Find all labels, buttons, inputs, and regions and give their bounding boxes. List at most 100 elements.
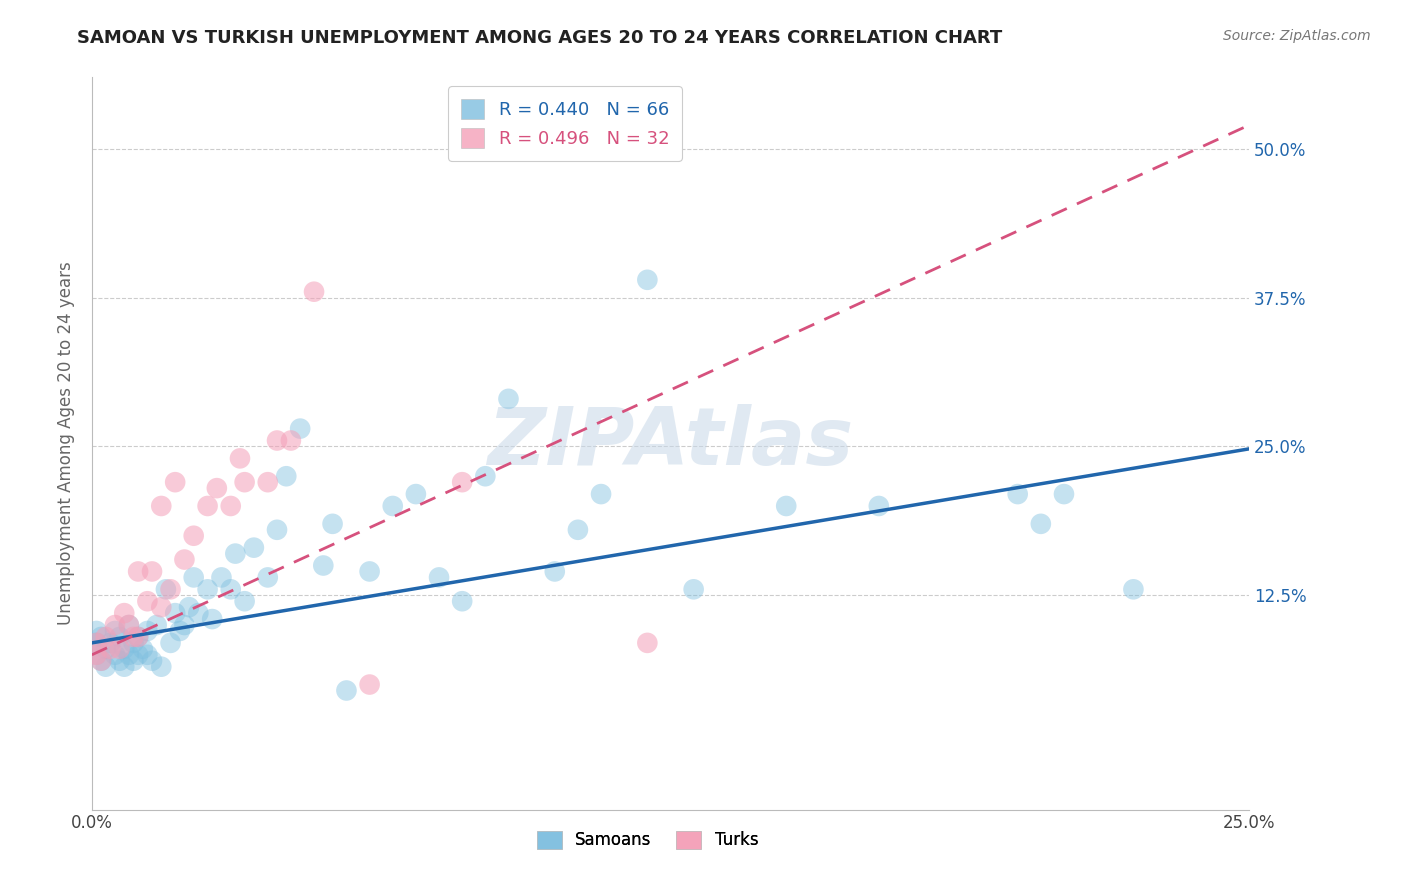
Point — [136, 594, 159, 608]
Point — [118, 618, 141, 632]
Point — [183, 570, 205, 584]
Point — [322, 516, 344, 531]
Point — [381, 499, 404, 513]
Point — [94, 659, 117, 673]
Point — [205, 481, 228, 495]
Point — [173, 552, 195, 566]
Point — [197, 582, 219, 597]
Point — [567, 523, 589, 537]
Point — [86, 636, 108, 650]
Point — [775, 499, 797, 513]
Point — [1122, 582, 1144, 597]
Point — [136, 624, 159, 638]
Point — [127, 565, 149, 579]
Point — [122, 630, 145, 644]
Point — [104, 648, 127, 662]
Point — [90, 654, 112, 668]
Point — [122, 636, 145, 650]
Point — [451, 594, 474, 608]
Text: SAMOAN VS TURKISH UNEMPLOYMENT AMONG AGES 20 TO 24 YEARS CORRELATION CHART: SAMOAN VS TURKISH UNEMPLOYMENT AMONG AGE… — [77, 29, 1002, 46]
Point — [136, 648, 159, 662]
Point — [636, 636, 658, 650]
Point — [94, 641, 117, 656]
Point — [104, 624, 127, 638]
Point — [219, 582, 242, 597]
Point — [197, 499, 219, 513]
Point — [141, 654, 163, 668]
Text: Source: ZipAtlas.com: Source: ZipAtlas.com — [1223, 29, 1371, 43]
Point — [108, 654, 131, 668]
Point — [177, 600, 200, 615]
Point — [544, 565, 567, 579]
Point — [165, 606, 187, 620]
Point — [108, 641, 131, 656]
Point — [256, 570, 278, 584]
Point — [183, 529, 205, 543]
Point — [127, 648, 149, 662]
Point — [682, 582, 704, 597]
Point — [86, 648, 108, 662]
Point — [498, 392, 520, 406]
Point — [112, 641, 135, 656]
Point — [1029, 516, 1052, 531]
Point — [233, 475, 256, 490]
Point — [312, 558, 335, 573]
Point — [219, 499, 242, 513]
Point — [589, 487, 612, 501]
Point — [104, 618, 127, 632]
Point — [98, 641, 121, 656]
Point — [335, 683, 357, 698]
Point — [868, 499, 890, 513]
Point — [243, 541, 266, 555]
Point — [266, 523, 288, 537]
Point — [118, 618, 141, 632]
Point — [1053, 487, 1076, 501]
Point — [94, 630, 117, 644]
Point — [288, 422, 311, 436]
Point — [90, 630, 112, 644]
Point — [256, 475, 278, 490]
Point — [302, 285, 325, 299]
Point — [276, 469, 298, 483]
Point — [141, 565, 163, 579]
Y-axis label: Unemployment Among Ages 20 to 24 years: Unemployment Among Ages 20 to 24 years — [58, 261, 75, 625]
Point — [150, 659, 173, 673]
Point — [427, 570, 450, 584]
Point — [359, 565, 381, 579]
Point — [359, 677, 381, 691]
Point — [155, 582, 177, 597]
Point — [405, 487, 427, 501]
Point — [229, 451, 252, 466]
Point — [86, 648, 108, 662]
Point — [474, 469, 496, 483]
Point — [86, 636, 108, 650]
Point — [451, 475, 474, 490]
Point — [159, 582, 181, 597]
Point — [280, 434, 302, 448]
Point — [108, 630, 131, 644]
Point — [132, 641, 155, 656]
Point — [150, 600, 173, 615]
Point — [98, 636, 121, 650]
Point — [233, 594, 256, 608]
Legend: Samoans, Turks: Samoans, Turks — [530, 824, 765, 856]
Point — [201, 612, 224, 626]
Point — [266, 434, 288, 448]
Point — [150, 499, 173, 513]
Point — [1007, 487, 1029, 501]
Point — [145, 618, 167, 632]
Point — [636, 273, 658, 287]
Point — [118, 648, 141, 662]
Point — [86, 624, 108, 638]
Point — [224, 547, 246, 561]
Point — [112, 659, 135, 673]
Point — [169, 624, 191, 638]
Point — [211, 570, 233, 584]
Point — [90, 654, 112, 668]
Point — [112, 606, 135, 620]
Point — [173, 618, 195, 632]
Point — [165, 475, 187, 490]
Point — [127, 630, 149, 644]
Text: ZIPAtlas: ZIPAtlas — [488, 404, 853, 483]
Point — [122, 654, 145, 668]
